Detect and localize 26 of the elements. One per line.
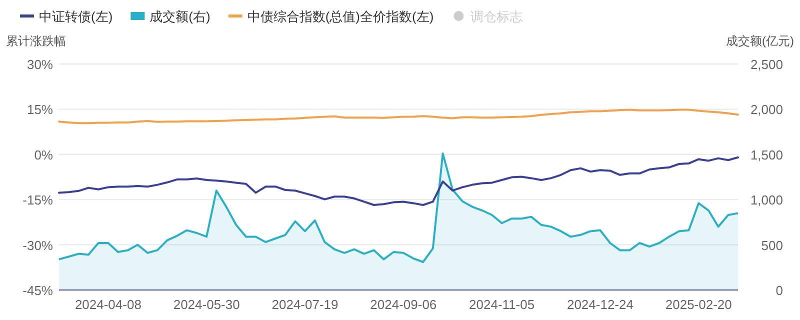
line-series	[58, 108, 739, 124]
x-tick-label: 2024-07-19	[272, 297, 338, 312]
legend-label: 中证转债(左)	[39, 9, 113, 24]
x-tick-label: 2024-09-06	[370, 297, 437, 312]
x-tick-label: 2024-11-05	[469, 297, 535, 312]
x-tick-label: 2024-12-24	[566, 297, 634, 312]
x-tick-label: 2024-04-08	[74, 297, 142, 312]
y-tick-label: 15%	[26, 102, 54, 118]
y-axis-title: 累计涨跌幅	[6, 34, 66, 48]
line-series	[58, 156, 739, 206]
y-tick-label: 0%	[34, 147, 54, 162]
y-tick-label: -15%	[22, 192, 54, 208]
y2-tick-label: 2,500	[750, 57, 783, 72]
y-tick-label: -45%	[22, 283, 54, 298]
y2-tick-label: 2,000	[750, 102, 783, 118]
x-tick-label: 2025-02-20	[665, 297, 732, 312]
y2-tick-label: 0	[776, 283, 783, 298]
y2-tick-label: 500	[761, 238, 783, 253]
y2-tick-label: 1,500	[750, 147, 783, 162]
y-tick-label: 30%	[26, 57, 54, 72]
x-tick-label: 2024-05-30	[173, 297, 240, 312]
y2-tick-label: 1,000	[750, 192, 783, 208]
legend-label: 中债综合指数(总值)全价指数(左)	[247, 9, 434, 24]
legend-label: 成交额(右)	[150, 9, 210, 24]
y2-axis-title: 成交额(亿元)	[726, 34, 794, 48]
y-tick-label: -30%	[22, 238, 54, 253]
